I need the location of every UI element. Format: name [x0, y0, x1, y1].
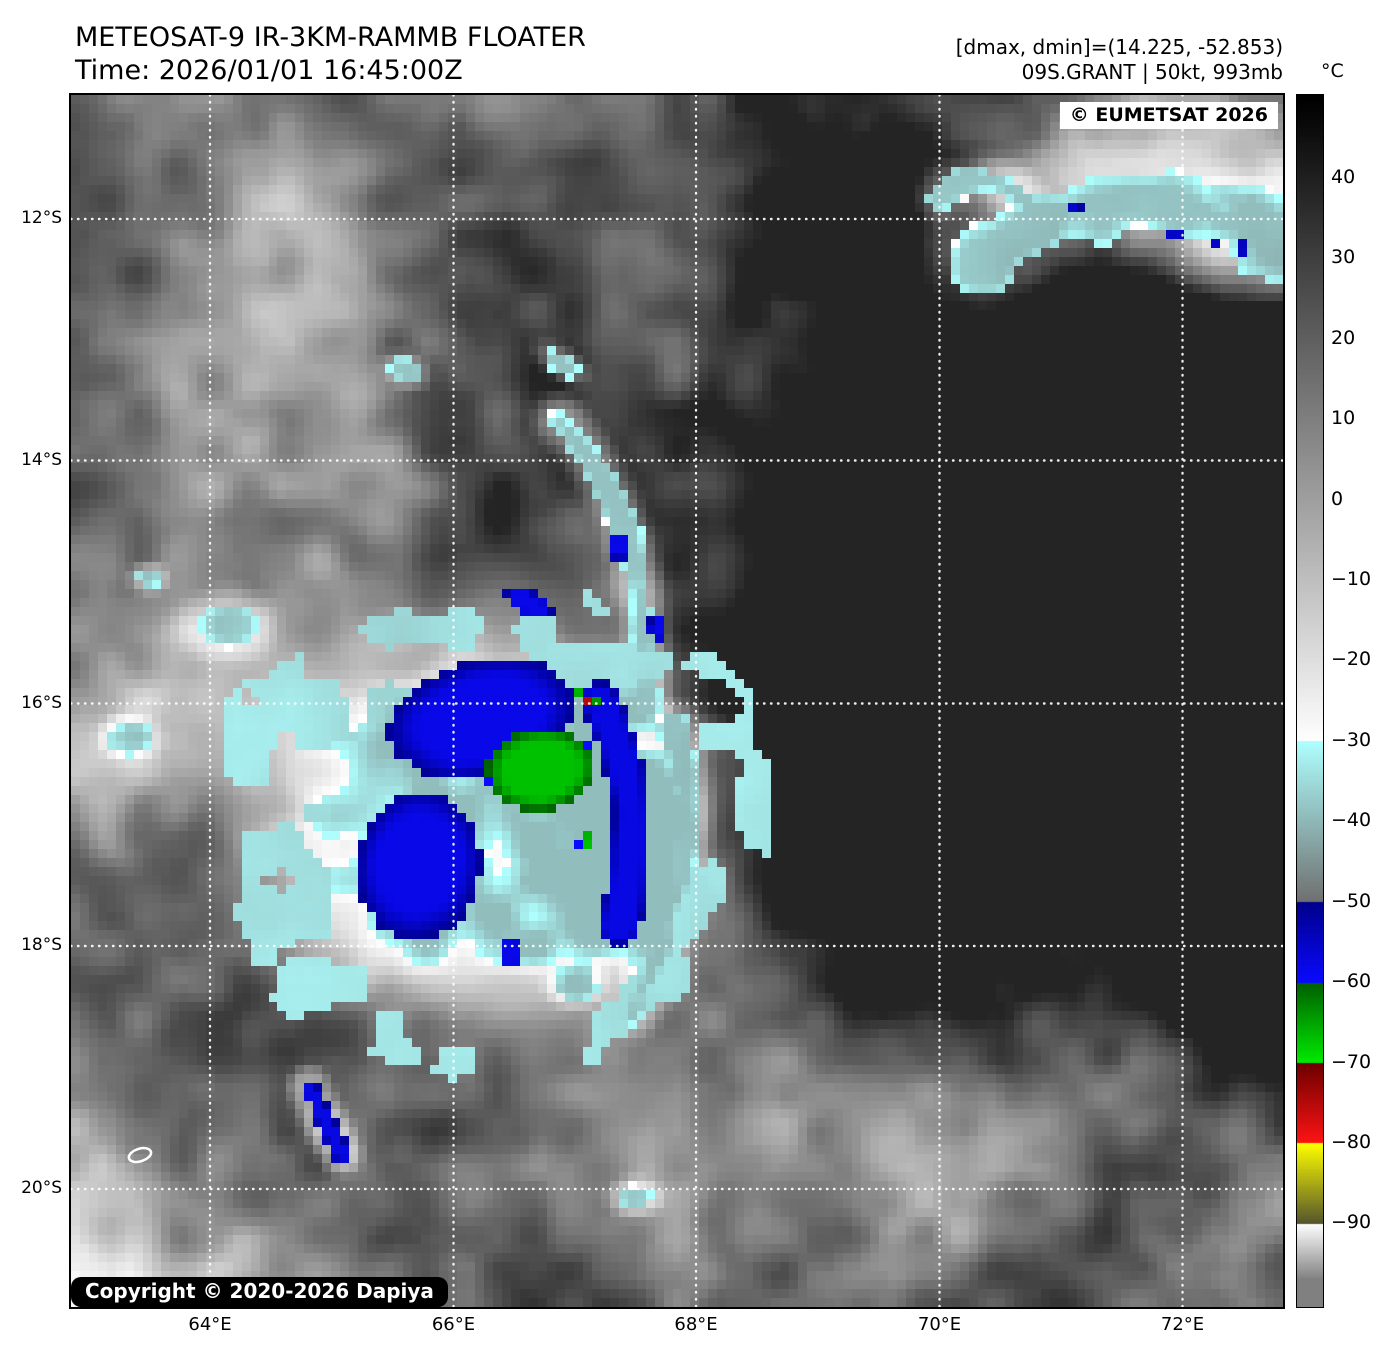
colorbar-tick-label: −10 [1331, 567, 1372, 590]
storm-readout: 09S.GRANT | 50kt, 993mb [1021, 60, 1283, 84]
lon-tick-label: 66°E [431, 1314, 476, 1335]
lon-tick-label: 72°E [1160, 1314, 1205, 1335]
colorbar-tick-label: 10 [1331, 407, 1356, 430]
colorbar-tick-label: 0 [1331, 487, 1344, 510]
page-time: Time: 2026/01/01 16:45:00Z [75, 55, 463, 86]
lon-tick-label: 70°E [917, 1314, 962, 1335]
colorbar-tick-label: −90 [1331, 1211, 1372, 1234]
page-title: METEOSAT-9 IR-3KM-RAMMB FLOATER [75, 22, 586, 53]
colorbar-tick-label: 40 [1331, 165, 1356, 188]
lat-tick-label: 14°S [21, 449, 62, 470]
colorbar-tick-label: 30 [1331, 246, 1356, 269]
lon-tick-label: 68°E [674, 1314, 718, 1335]
colorbar [1296, 94, 1324, 1308]
header-readouts: [dmax, dmin]=(14.225, -52.853) 09S.GRANT… [956, 35, 1283, 85]
satellite-map: © EUMETSAT 2026 Copyright © 2020-2026 Da… [69, 93, 1285, 1309]
satellite-image-canvas [71, 95, 1283, 1307]
colorbar-tick-label: −80 [1331, 1130, 1372, 1153]
colorbar-canvas [1297, 95, 1323, 1307]
copyright-badge: Copyright © 2020-2026 Dapiya [71, 1277, 448, 1307]
colorbar-tick-label: 20 [1331, 326, 1356, 349]
lat-tick-label: 20°S [21, 1177, 62, 1198]
lat-tick-label: 18°S [21, 935, 62, 956]
colorbar-unit-label: °C [1321, 60, 1344, 82]
colorbar-tick-label: −60 [1331, 970, 1372, 993]
lat-tick-label: 12°S [21, 207, 62, 228]
eumetsat-credit: © EUMETSAT 2026 [1059, 102, 1278, 129]
lat-tick-label: 16°S [21, 692, 62, 713]
colorbar-tick-label: −50 [1331, 889, 1372, 912]
colorbar-tick-label: −30 [1331, 728, 1372, 751]
colorbar-tick-label: −70 [1331, 1050, 1372, 1073]
lon-tick-label: 64°E [188, 1314, 232, 1335]
colorbar-tick-label: −20 [1331, 648, 1372, 671]
colorbar-tick-label: −40 [1331, 809, 1372, 832]
dmax-dmin-readout: [dmax, dmin]=(14.225, -52.853) [955, 35, 1283, 59]
